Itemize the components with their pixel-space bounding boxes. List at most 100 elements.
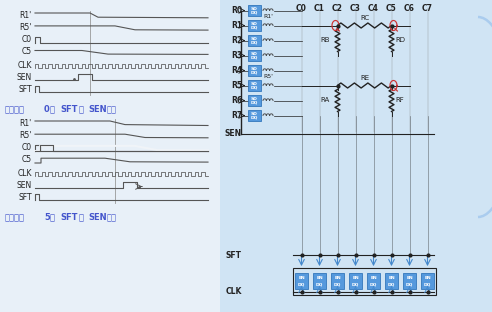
FancyBboxPatch shape	[295, 273, 308, 289]
FancyBboxPatch shape	[331, 273, 344, 289]
Text: R3: R3	[231, 51, 242, 60]
Text: SFT: SFT	[18, 193, 32, 202]
Text: DQ: DQ	[251, 101, 258, 105]
Text: DQ: DQ	[370, 283, 377, 286]
Text: SEN: SEN	[88, 105, 107, 114]
Text: SFT: SFT	[226, 251, 242, 260]
Text: C7: C7	[422, 4, 433, 13]
Text: C1: C1	[314, 4, 325, 13]
Text: R1: R1	[231, 21, 242, 30]
Text: C5: C5	[22, 47, 32, 56]
Text: DQ: DQ	[251, 86, 258, 90]
Text: EN: EN	[388, 276, 395, 280]
Text: R6: R6	[231, 96, 242, 105]
Text: 列: 列	[50, 105, 55, 114]
Text: DQ: DQ	[352, 283, 359, 286]
Text: EN: EN	[406, 276, 413, 280]
Text: SEN: SEN	[225, 129, 242, 139]
Text: 至: 至	[79, 105, 84, 114]
Text: R5': R5'	[263, 74, 273, 79]
Text: R0: R0	[231, 6, 242, 15]
Text: DQ: DQ	[388, 283, 395, 286]
Text: EN: EN	[298, 276, 305, 280]
Text: 列: 列	[50, 213, 55, 222]
Text: RD: RD	[396, 37, 405, 43]
Text: C5: C5	[22, 155, 32, 164]
FancyBboxPatch shape	[313, 273, 326, 289]
FancyBboxPatch shape	[385, 273, 398, 289]
Text: RE: RE	[360, 75, 369, 80]
Text: DQ: DQ	[251, 56, 258, 60]
Text: DQ: DQ	[298, 283, 305, 286]
FancyBboxPatch shape	[248, 95, 261, 106]
FancyBboxPatch shape	[248, 65, 261, 76]
Text: SD: SD	[251, 111, 258, 115]
Text: DQ: DQ	[251, 26, 258, 30]
Text: SEN: SEN	[17, 181, 32, 189]
Text: 增大了第: 增大了第	[5, 213, 25, 222]
Text: C0: C0	[22, 144, 32, 153]
FancyBboxPatch shape	[248, 20, 261, 31]
Text: C6: C6	[404, 4, 415, 13]
Text: C0: C0	[22, 36, 32, 45]
FancyBboxPatch shape	[248, 110, 261, 121]
Text: R2: R2	[231, 36, 242, 45]
Text: DQ: DQ	[316, 283, 323, 286]
Text: R1': R1'	[20, 12, 32, 21]
Text: C0: C0	[296, 4, 307, 13]
Text: C5: C5	[386, 4, 397, 13]
Text: CLK: CLK	[226, 287, 242, 296]
Text: DQ: DQ	[251, 71, 258, 75]
Text: SD: SD	[251, 96, 258, 100]
Text: EN: EN	[352, 276, 359, 280]
Text: 延时: 延时	[107, 105, 117, 114]
Text: DQ: DQ	[334, 283, 341, 286]
Text: DQ: DQ	[406, 283, 413, 286]
Text: 0: 0	[44, 105, 50, 114]
Text: C2: C2	[332, 4, 343, 13]
Text: RA: RA	[320, 97, 330, 104]
FancyBboxPatch shape	[248, 5, 261, 16]
FancyBboxPatch shape	[403, 273, 416, 289]
Text: R1': R1'	[263, 14, 273, 19]
Text: 缩短了第: 缩短了第	[5, 105, 25, 114]
Text: CLK: CLK	[18, 61, 32, 70]
Text: DQ: DQ	[251, 41, 258, 45]
Text: DQ: DQ	[251, 116, 258, 120]
Text: R1': R1'	[20, 119, 32, 129]
Text: SFT: SFT	[60, 213, 78, 222]
Text: 至: 至	[79, 213, 84, 222]
Text: DQ: DQ	[424, 283, 431, 286]
Text: SFT: SFT	[60, 105, 78, 114]
FancyBboxPatch shape	[248, 35, 261, 46]
Text: R4: R4	[231, 66, 242, 75]
Text: SD: SD	[251, 81, 258, 85]
Text: RF: RF	[396, 97, 404, 104]
FancyBboxPatch shape	[349, 273, 362, 289]
Text: EN: EN	[424, 276, 431, 280]
Text: R5: R5	[231, 81, 242, 90]
Text: SEN: SEN	[88, 213, 107, 222]
Text: SD: SD	[251, 51, 258, 56]
FancyBboxPatch shape	[248, 80, 261, 91]
Text: R5': R5'	[20, 131, 32, 140]
Text: SD: SD	[251, 66, 258, 71]
Text: SFT: SFT	[18, 85, 32, 94]
Text: R7: R7	[231, 111, 242, 120]
Text: RC: RC	[360, 14, 369, 21]
Text: EN: EN	[316, 276, 323, 280]
Text: EN: EN	[334, 276, 341, 280]
FancyBboxPatch shape	[220, 0, 492, 312]
Text: C4: C4	[368, 4, 379, 13]
FancyBboxPatch shape	[367, 273, 380, 289]
Text: SD: SD	[251, 22, 258, 26]
Text: SEN: SEN	[17, 72, 32, 81]
Text: 延时: 延时	[107, 213, 117, 222]
FancyBboxPatch shape	[248, 50, 261, 61]
FancyBboxPatch shape	[421, 273, 434, 289]
Text: C3: C3	[350, 4, 361, 13]
Text: SD: SD	[251, 7, 258, 11]
Text: SD: SD	[251, 37, 258, 41]
Text: R5': R5'	[20, 23, 32, 32]
Text: 5: 5	[44, 213, 50, 222]
